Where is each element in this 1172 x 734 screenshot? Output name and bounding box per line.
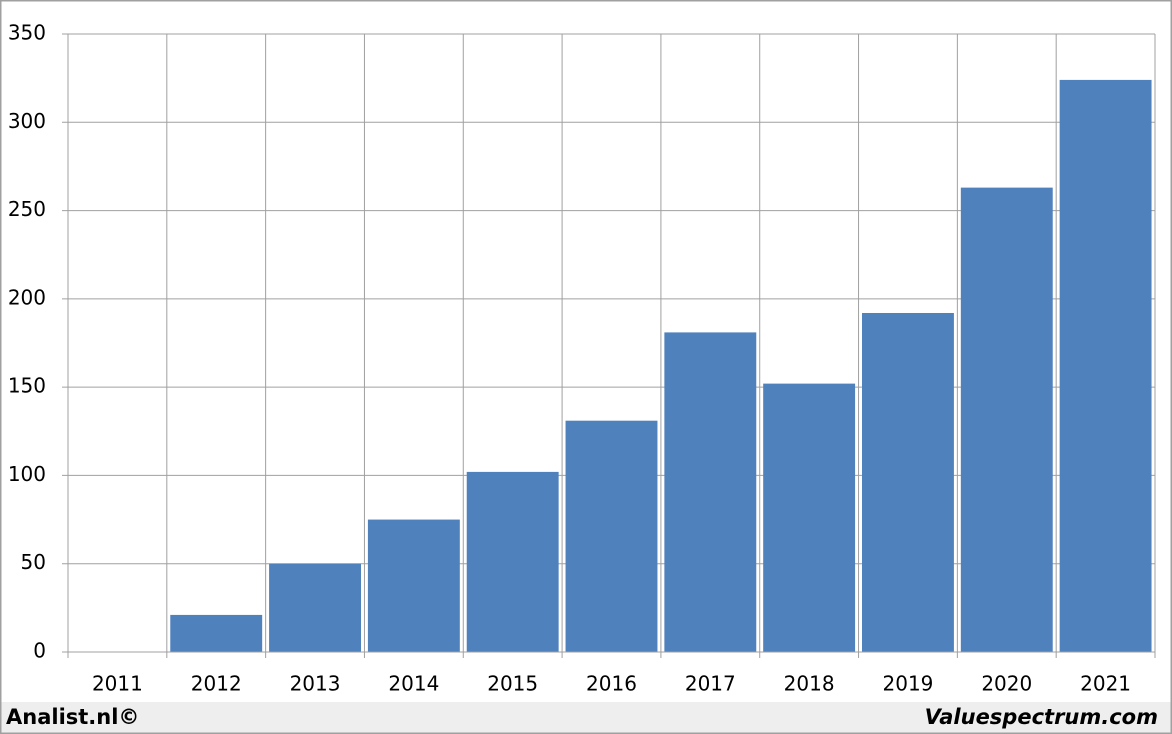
bar — [466, 471, 559, 652]
x-tick-label: 2020 — [981, 672, 1032, 696]
bar — [960, 187, 1053, 653]
x-tick-label: 2018 — [784, 672, 835, 696]
x-tick-label: 2011 — [92, 672, 143, 696]
y-tick-label: 0 — [33, 639, 46, 663]
bar — [862, 312, 954, 652]
source-left: Analist.nl© — [6, 705, 139, 729]
bar — [664, 332, 757, 652]
x-tick-label: 2019 — [883, 672, 934, 696]
x-tick-label: 2014 — [388, 672, 439, 696]
y-tick-label: 150 — [8, 374, 46, 398]
x-tick-label: 2012 — [191, 672, 242, 696]
bar — [763, 383, 856, 652]
y-tick-label: 200 — [8, 285, 46, 309]
y-tick-label: 300 — [8, 109, 46, 133]
source-right: Valuespectrum.com — [925, 705, 1158, 729]
bar — [269, 563, 361, 652]
x-tick-label: 2017 — [685, 672, 736, 696]
y-tick-label: 250 — [8, 197, 46, 221]
x-tick-label: 2015 — [487, 672, 538, 696]
footer-band — [0, 702, 1172, 734]
y-tick-label: 50 — [21, 550, 46, 574]
x-tick-label: 2016 — [586, 672, 637, 696]
y-tick-label: 350 — [8, 21, 46, 45]
bar — [565, 420, 658, 652]
x-tick-label: 2013 — [290, 672, 341, 696]
bar — [170, 614, 263, 652]
y-tick-label: 100 — [8, 462, 46, 486]
x-tick-label: 2021 — [1080, 672, 1131, 696]
bar — [367, 519, 460, 652]
bar — [1059, 79, 1152, 652]
